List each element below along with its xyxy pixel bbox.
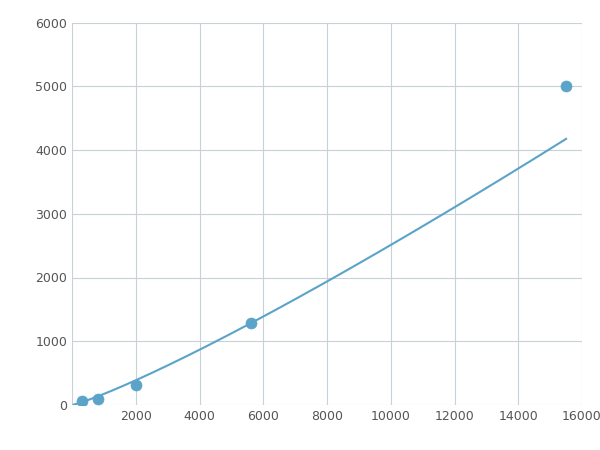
Point	[561, 83, 571, 90]
Point	[92, 395, 102, 402]
Point	[77, 398, 86, 405]
Point	[131, 382, 140, 389]
Point	[246, 320, 256, 327]
